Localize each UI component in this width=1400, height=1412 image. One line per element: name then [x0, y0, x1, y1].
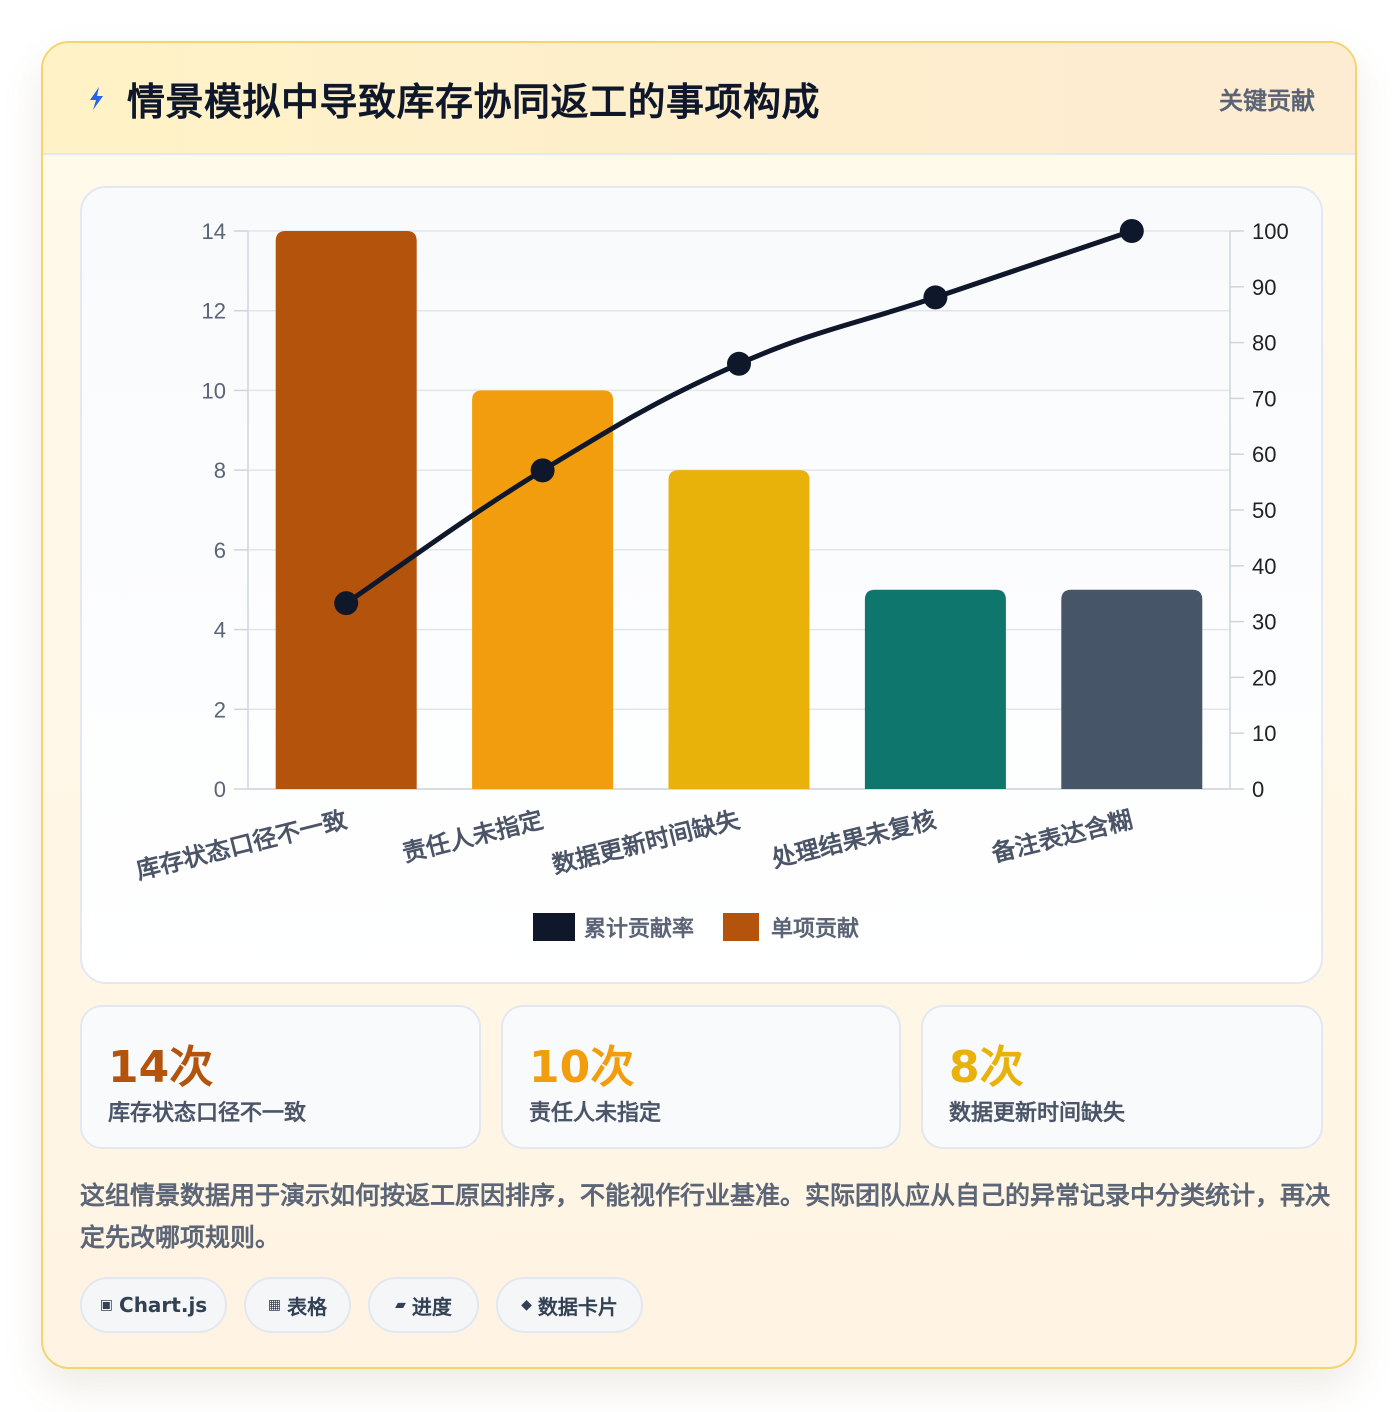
tag-progress[interactable]: ▰ 进度 [368, 1277, 479, 1333]
cumulative-point-5 [1119, 219, 1144, 243]
stat-label: 库存状态口径不一致 [108, 1101, 307, 1126]
bar-3 [668, 470, 810, 789]
grid-icon: ▦ [267, 1297, 282, 1313]
legend-swatch-cumulative [533, 913, 575, 941]
stat-value: 14次 [108, 1042, 214, 1093]
cumulative-point-3 [727, 351, 751, 376]
bar-1 [275, 231, 417, 789]
y-left-tick-label: 4 [214, 618, 226, 643]
header-badge: 关键贡献 [1219, 87, 1315, 115]
y-right-tick-label: 30 [1252, 610, 1276, 635]
legend-label-cumulative: 累计贡献率 [584, 916, 694, 942]
x-tick-label: 处理结果未复核 [768, 806, 939, 874]
stat-label: 责任人未指定 [529, 1101, 662, 1126]
y-right-tick-label: 10 [1252, 721, 1276, 746]
progress-icon: ▰ [395, 1297, 406, 1313]
chart-card: 情景模拟中导致库存协同返工的事项构成 关键贡献 0 2 4 6 8 10 12 14 0 10 20… [41, 41, 1357, 1369]
y-right-tick-label: 90 [1252, 275, 1276, 300]
bar-2 [472, 390, 614, 789]
y-left-tick-label: 14 [202, 219, 226, 244]
y-right-tick-label: 70 [1252, 386, 1276, 411]
bar-4 [864, 589, 1006, 789]
pareto-chart: 0 2 4 6 8 10 12 14 0 10 20 30 40 50 60 70 80 90 100 库存状态口径不… [133, 219, 1289, 942]
chart-title: 情景模拟中导致库存协同返工的事项构成 [127, 80, 821, 124]
cumulative-point-1 [334, 591, 359, 616]
x-tick-label: 库存状态口径不一致 [133, 805, 350, 885]
y-right-tick-label: 100 [1252, 219, 1289, 244]
y-left-tick-label: 2 [214, 697, 226, 722]
y-right-tick-label: 0 [1252, 777, 1264, 802]
legend-label-single: 单项贡献 [771, 916, 859, 942]
y-right-tick-label: 80 [1252, 331, 1276, 356]
y-left-tick-label: 12 [202, 299, 226, 324]
tag-chartjs[interactable]: ▣ Chart.js [80, 1277, 227, 1333]
tag-label: 进度 [411, 1294, 452, 1319]
y-left-tick-label: 8 [214, 458, 226, 483]
y-right-tick-label: 40 [1252, 554, 1276, 579]
diamond-icon: ◆ [521, 1297, 532, 1313]
tag-table[interactable]: ▦ 表格 [244, 1277, 351, 1333]
y-right-tick-label: 60 [1252, 442, 1276, 467]
chart-box-icon: ▣ [99, 1297, 114, 1313]
y-left-tick-label: 10 [202, 378, 226, 403]
tag-label: Chart.js [119, 1293, 208, 1317]
chart-panel: 0 2 4 6 8 10 12 14 0 10 20 30 40 50 60 70 80 90 100 库存状态口径不… [80, 186, 1323, 984]
card-header: 情景模拟中导致库存协同返工的事项构成 关键贡献 [43, 43, 1355, 155]
stat-card-1: 14次 库存状态口径不一致 [80, 1005, 481, 1149]
stat-card-3: 8次 数据更新时间缺失 [921, 1005, 1323, 1149]
bar-5 [1061, 589, 1203, 789]
cumulative-point-2 [530, 458, 555, 483]
cumulative-point-4 [923, 285, 948, 310]
x-tick-label: 责任人未指定 [400, 806, 546, 868]
stat-value: 8次 [949, 1042, 1024, 1093]
stat-card-2: 10次 责任人未指定 [501, 1005, 901, 1149]
legend-swatch-single [723, 913, 759, 941]
y-left-tick-label: 0 [214, 777, 226, 802]
x-tick-label: 数据更新时间缺失 [549, 805, 743, 879]
y-right-tick-label: 20 [1252, 665, 1276, 690]
tag-label: 表格 [287, 1294, 328, 1319]
tag-label: 数据卡片 [537, 1294, 618, 1319]
y-left-tick-label: 6 [214, 538, 226, 563]
tag-data-card[interactable]: ◆ 数据卡片 [496, 1277, 643, 1333]
lightning-icon [90, 87, 103, 110]
x-tick-label: 备注表达含糊 [988, 806, 1135, 868]
y-right-tick-label: 50 [1252, 498, 1276, 523]
stat-label: 数据更新时间缺失 [949, 1101, 1126, 1126]
stat-value: 10次 [529, 1042, 635, 1093]
note-text: 这组情景数据用于演示如何按返工原因排序，不能视作行业基准。实际团队应从自己的异常… [80, 1181, 1331, 1252]
